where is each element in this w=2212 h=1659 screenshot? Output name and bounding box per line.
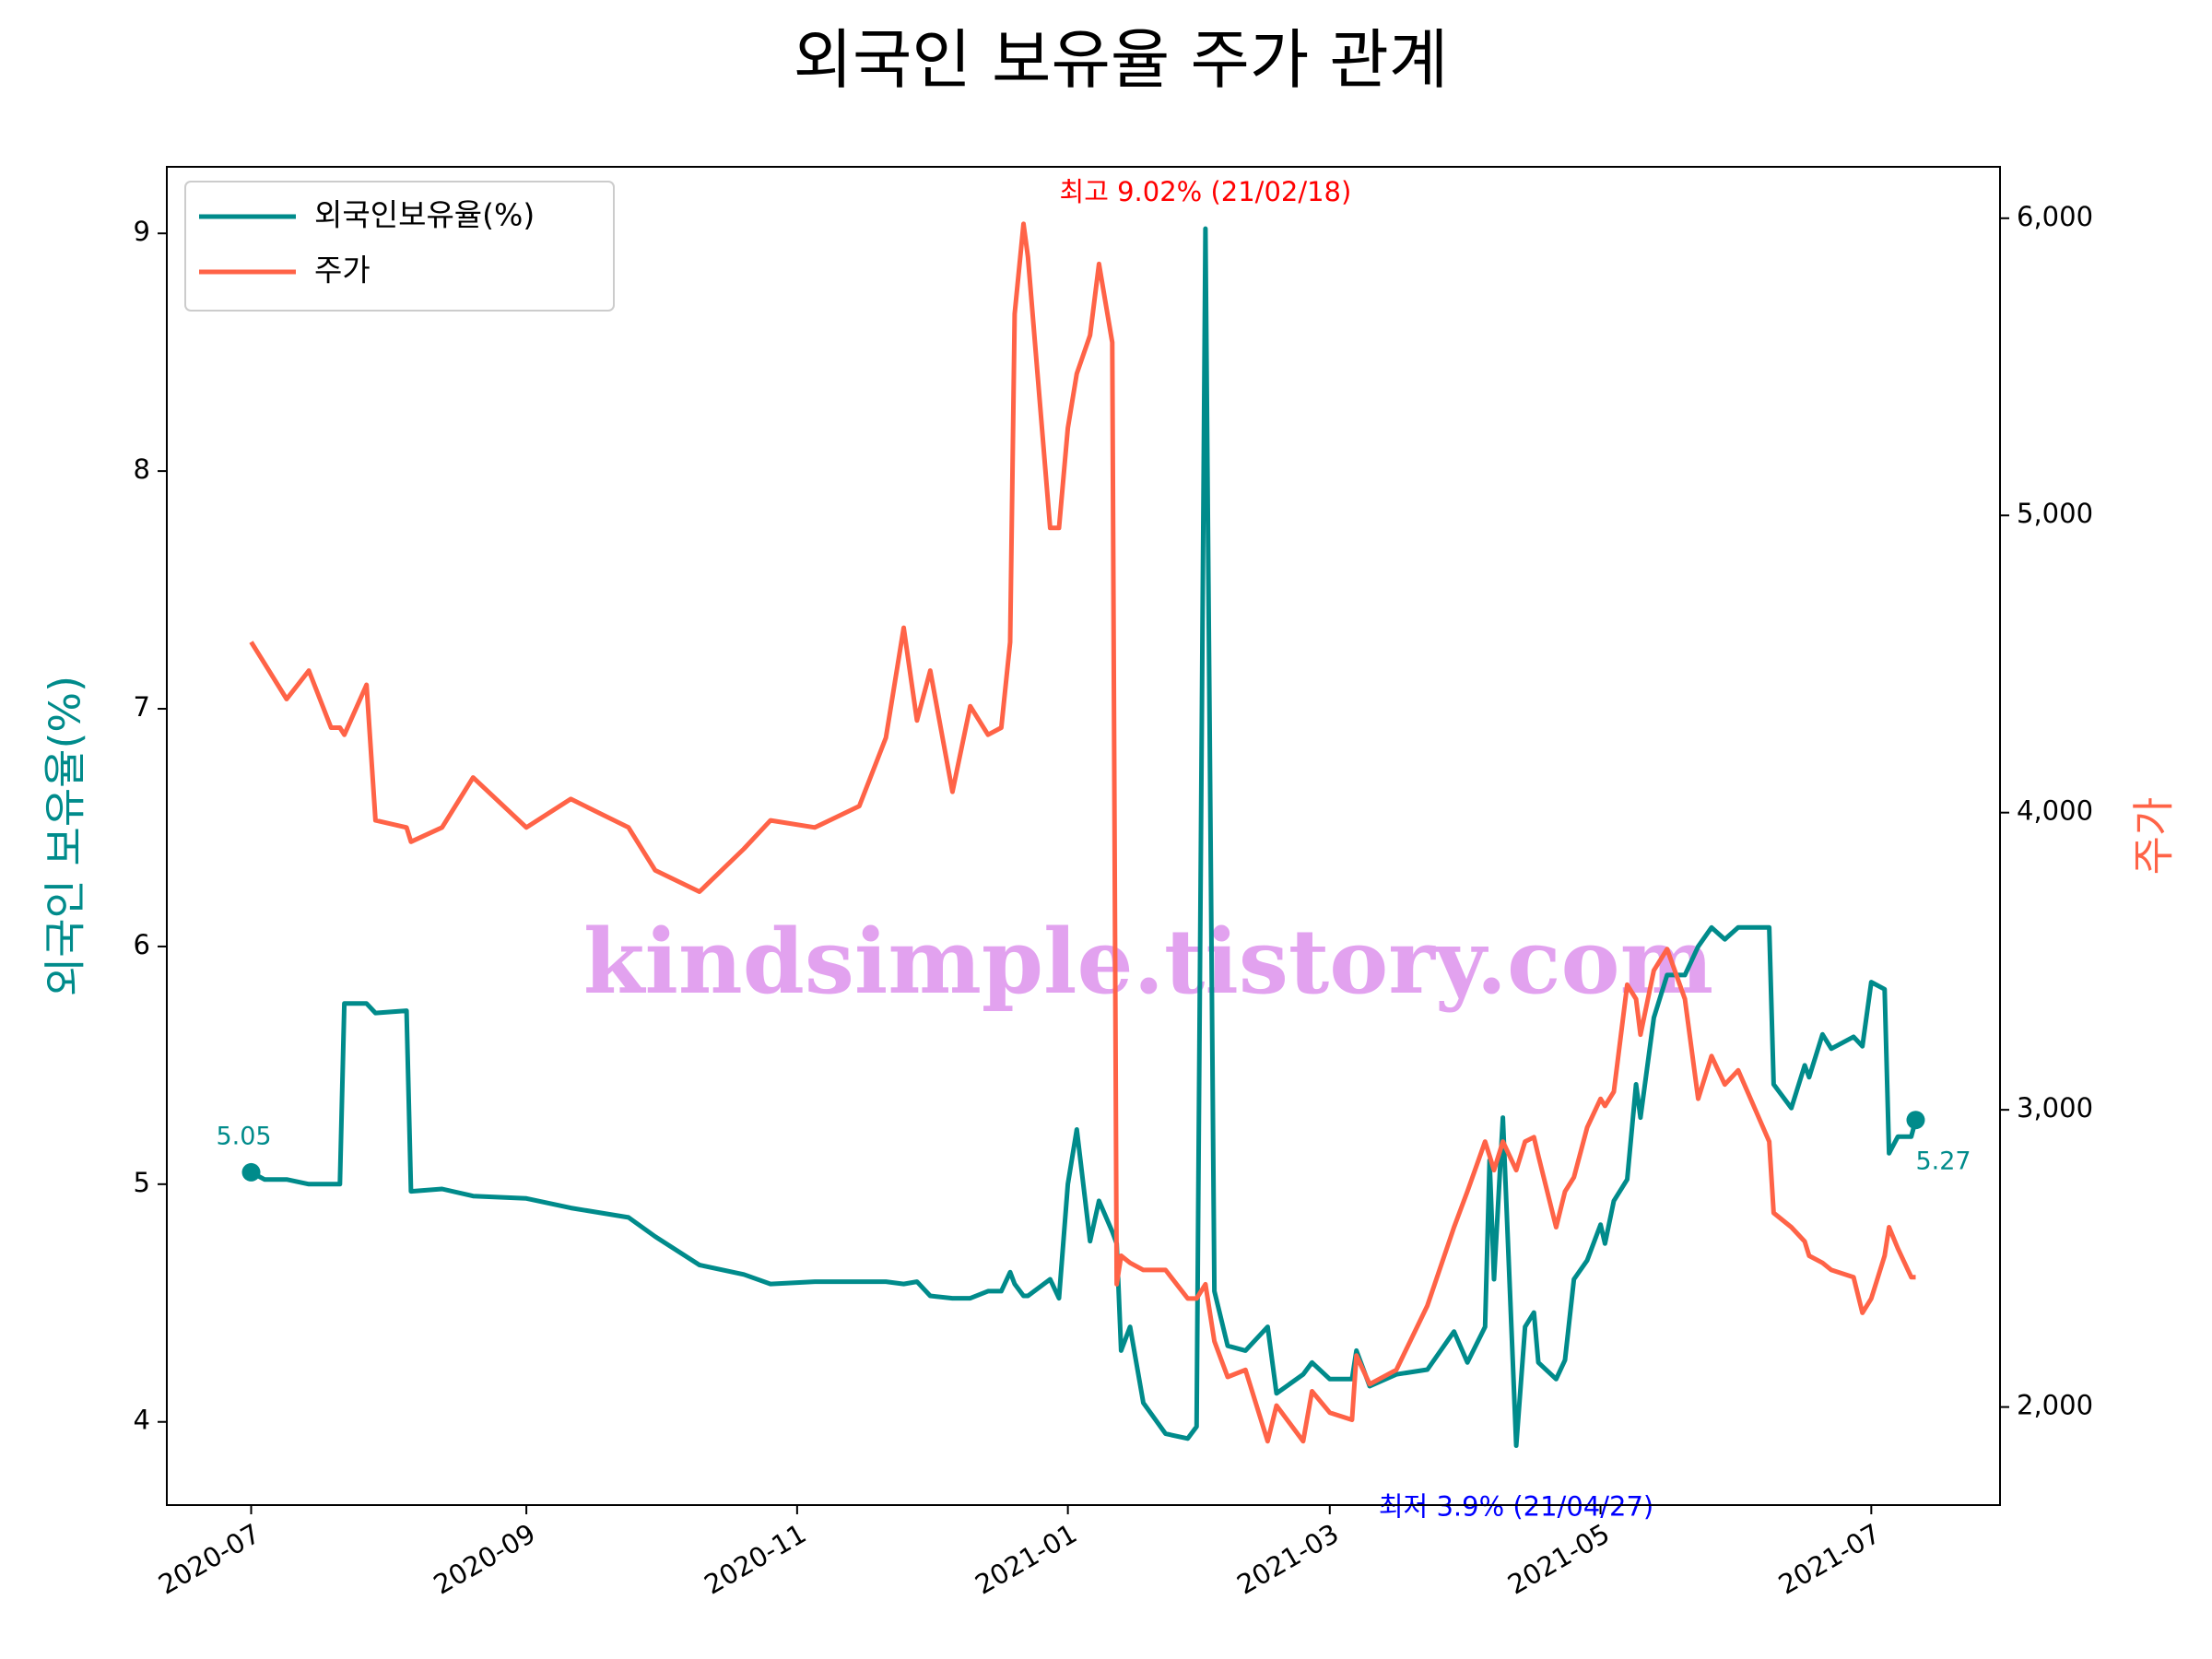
y-tick-label: 6 [134, 929, 150, 960]
legend-label: 외국인보유율(%) [314, 197, 535, 233]
x-tick-label: 2021-07 [1773, 1518, 1886, 1601]
y2-tick-label: 6,000 [2017, 201, 2093, 232]
y-tick-label: 9 [134, 216, 150, 247]
annotation: 최저 3.9% (21/04/27) [1379, 1491, 1653, 1523]
y2-tick-label: 2,000 [2017, 1390, 2093, 1421]
end-marker [241, 1162, 261, 1182]
x-tick-label: 2020-11 [699, 1518, 811, 1601]
x-tick-label: 2021-05 [1502, 1518, 1615, 1601]
y2-axis-label: 주가 [2129, 797, 2179, 876]
chart-title: 외국인 보유율 주가 관계 [794, 22, 1449, 98]
x-tick-label: 2021-01 [970, 1518, 1082, 1601]
y-tick-label: 5 [134, 1167, 150, 1198]
series-line [250, 226, 1918, 1448]
legend-box [184, 181, 615, 312]
series-line [249, 221, 1916, 1444]
legend-label: 주가 [314, 253, 371, 288]
annotation: 최고 9.02% (21/02/18) [1060, 176, 1352, 207]
y2-tick-label: 5,000 [2017, 498, 2093, 529]
y-axis-label: 외국인 보유율(%) [41, 676, 90, 996]
x-tick-label: 2021-03 [1231, 1518, 1344, 1601]
plot-frame [166, 166, 2001, 1506]
x-tick-label: 2020-07 [153, 1518, 265, 1601]
y-tick-label: 7 [134, 691, 150, 723]
y2-tick-label: 4,000 [2017, 795, 2093, 827]
y2-tick-label: 3,000 [2017, 1092, 2093, 1124]
y-tick-label: 4 [134, 1405, 150, 1436]
end-marker [1906, 1111, 1925, 1130]
end-label: 5.05 [216, 1122, 271, 1150]
y-tick-label: 8 [134, 453, 150, 485]
watermark: kindsimple.tistory.com [583, 910, 1713, 1014]
end-label: 5.27 [1915, 1147, 1971, 1176]
x-tick-label: 2020-09 [429, 1518, 541, 1601]
